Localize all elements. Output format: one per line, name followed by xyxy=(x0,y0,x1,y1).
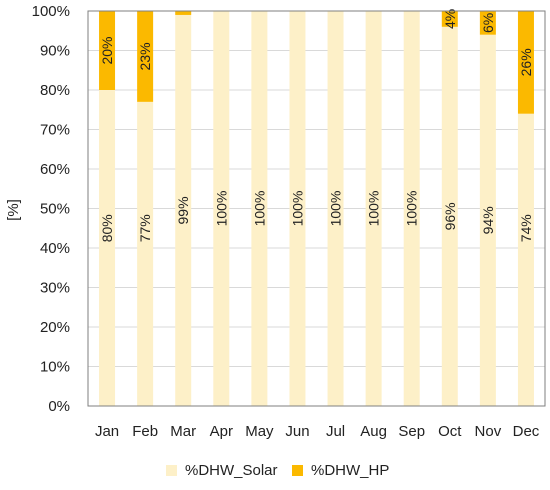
bar-solar xyxy=(289,11,306,406)
legend: %DHW_Solar %DHW_HP xyxy=(166,462,389,479)
data-label: 4% xyxy=(442,9,458,29)
bar-solar xyxy=(441,26,458,407)
x-tick-label: Jul xyxy=(326,423,345,440)
data-label: 77% xyxy=(137,214,153,242)
bar-solar xyxy=(327,11,344,406)
bar-solar xyxy=(175,14,192,406)
bar-solar xyxy=(517,113,534,406)
y-tick-label: 90% xyxy=(40,43,70,60)
data-label: 100% xyxy=(251,191,267,227)
x-tick-label: Apr xyxy=(210,423,233,440)
y-tick-label: 10% xyxy=(40,359,70,376)
bar-hp xyxy=(441,11,458,27)
data-label: 100% xyxy=(213,191,229,227)
legend-label: %DHW_Solar xyxy=(185,462,278,479)
gridlines xyxy=(88,10,545,407)
x-tick-label: May xyxy=(245,423,274,440)
x-tick-label: Sep xyxy=(398,423,425,440)
bar-solar xyxy=(365,11,382,406)
y-tick-label: 40% xyxy=(40,240,70,257)
data-label: 99% xyxy=(175,196,191,224)
x-tick-label: Aug xyxy=(360,423,387,440)
bars: 80% 20% 77% 23% 99% 100% 100% 100% 100% 100% 100% 9… xyxy=(99,9,534,407)
bar-hp xyxy=(517,11,534,114)
y-tick-label: 60% xyxy=(40,161,70,178)
bar-solar xyxy=(479,34,496,406)
y-tick-label: 30% xyxy=(40,280,70,297)
bar-solar xyxy=(213,11,230,406)
data-label: 6% xyxy=(480,13,496,33)
data-label: 100% xyxy=(289,191,305,227)
y-tick-label: 50% xyxy=(40,201,70,218)
x-tick-label: Dec xyxy=(513,423,540,440)
y-axis-label: [%] xyxy=(5,199,22,221)
y-tick-label: 100% xyxy=(32,3,70,20)
axes: 0% 10% 20% 30% 40% 50% 60% 70% 80% 90% 100% Jan Feb M… xyxy=(32,3,546,440)
data-label: 100% xyxy=(404,191,420,227)
x-tick-label: Mar xyxy=(170,423,196,440)
data-label: 94% xyxy=(480,206,496,234)
bar-hp xyxy=(175,11,192,15)
y-tick-label: 20% xyxy=(40,319,70,336)
legend-swatch xyxy=(166,465,177,476)
x-tick-label: Jun xyxy=(285,423,309,440)
legend-swatch xyxy=(292,465,303,476)
data-label: 100% xyxy=(366,191,382,227)
x-tick-label: Feb xyxy=(132,423,158,440)
bar-solar xyxy=(99,90,116,406)
x-tick-label: Nov xyxy=(475,423,502,440)
legend-label: %DHW_HP xyxy=(311,462,389,479)
data-label: 20% xyxy=(99,36,115,64)
bar-solar xyxy=(251,11,268,406)
data-label: 74% xyxy=(518,214,534,242)
bar-hp xyxy=(137,11,154,102)
y-tick-label: 70% xyxy=(40,122,70,139)
bar-hp xyxy=(479,11,496,35)
data-label: 100% xyxy=(328,191,344,227)
bar-solar xyxy=(403,11,420,406)
bar-solar xyxy=(137,101,154,406)
data-label: 96% xyxy=(442,202,458,230)
y-tick-label: 80% xyxy=(40,82,70,99)
data-label: 80% xyxy=(99,214,115,242)
data-label: 26% xyxy=(518,48,534,76)
data-label: 23% xyxy=(137,42,153,70)
bar-hp xyxy=(99,11,116,90)
x-tick-label: Jan xyxy=(95,423,119,440)
x-tick-label: Oct xyxy=(438,423,462,440)
y-tick-label: 0% xyxy=(48,398,70,415)
plot-frame xyxy=(87,10,546,407)
